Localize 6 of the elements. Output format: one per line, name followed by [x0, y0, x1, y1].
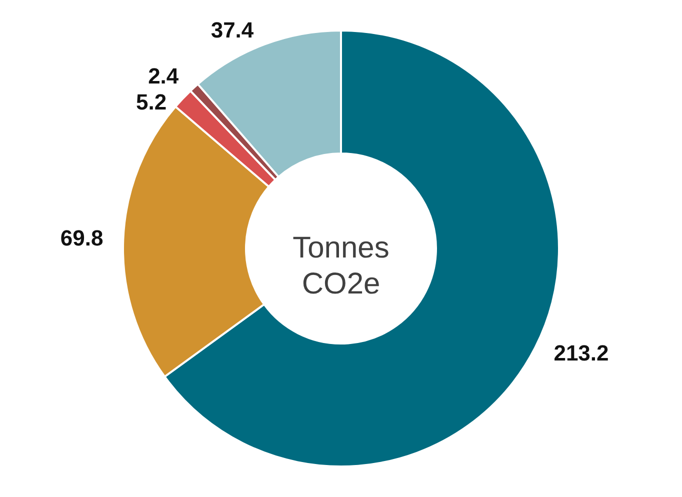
data-label: 213.2	[554, 340, 609, 366]
data-label: 37.4	[210, 18, 254, 43]
data-label: 69.8	[60, 226, 104, 251]
text: Tonnes CO2e	[292, 232, 390, 300]
data-label: 5.2	[136, 90, 167, 115]
data-label: 2.4	[148, 64, 180, 89]
